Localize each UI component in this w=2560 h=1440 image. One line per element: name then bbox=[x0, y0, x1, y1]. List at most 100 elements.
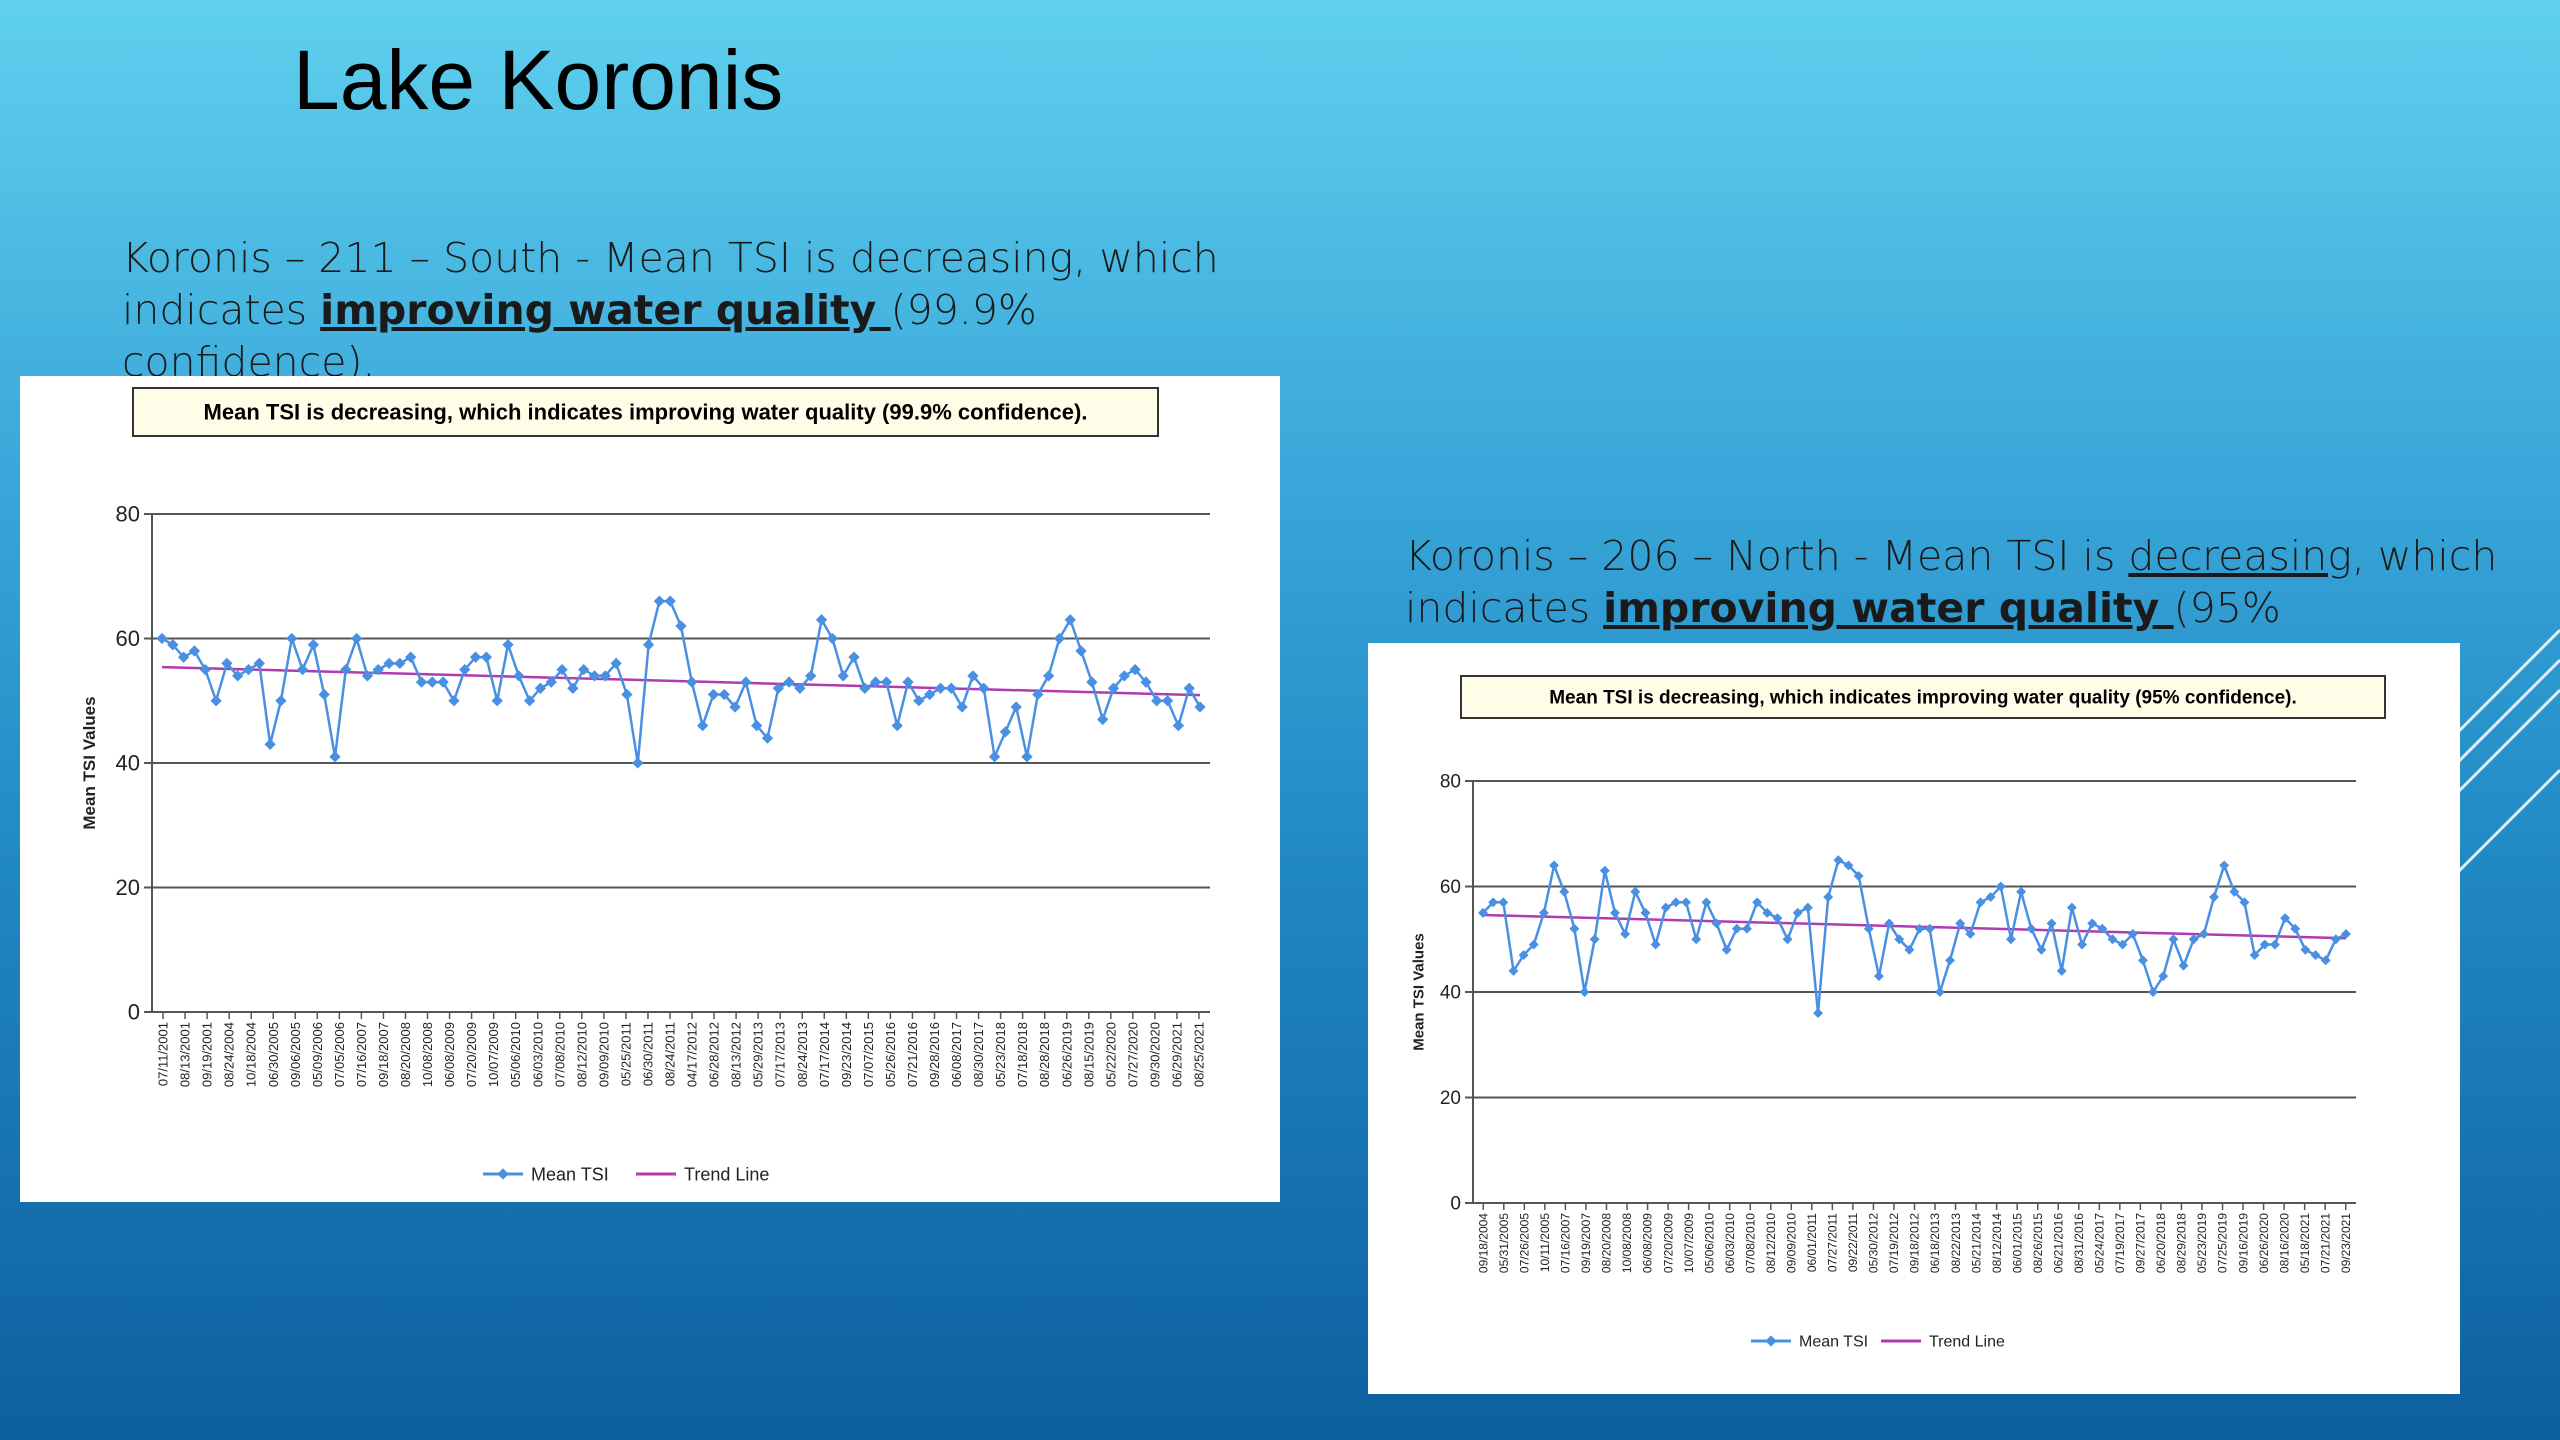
mean-tsi-point bbox=[1640, 907, 1651, 918]
mean-tsi-point bbox=[1945, 955, 1955, 966]
mean-tsi-point bbox=[1021, 751, 1033, 763]
mean-tsi-point bbox=[1813, 1008, 1823, 1019]
mean-tsi-point bbox=[1792, 907, 1803, 918]
x-tick-label: 07/27/2020 bbox=[1125, 1022, 1140, 1087]
y-tick-label: 80 bbox=[116, 502, 140, 527]
mean-tsi-point bbox=[999, 726, 1012, 738]
x-tick-label: 08/26/2015 bbox=[2031, 1213, 2045, 1273]
mean-tsi-point bbox=[1853, 871, 1864, 881]
mean-tsi-point bbox=[415, 676, 428, 688]
mean-tsi-point bbox=[751, 719, 763, 732]
mean-tsi-point bbox=[534, 682, 547, 694]
mean-tsi-point bbox=[1630, 886, 1641, 897]
mean-tsi-point bbox=[1151, 695, 1163, 707]
x-tick-label: 06/08/2009 bbox=[442, 1022, 457, 1087]
x-tick-label: 05/23/2018 bbox=[993, 1022, 1008, 1087]
mean-tsi-point bbox=[2006, 934, 2016, 945]
mean-tsi-point bbox=[1010, 701, 1022, 713]
mean-tsi-point bbox=[2077, 939, 2087, 950]
mean-tsi-point bbox=[1118, 670, 1130, 682]
mean-tsi-point bbox=[2300, 944, 2311, 955]
right-caption-line1: Koronis – 206 – North - Mean TSI is decr… bbox=[1405, 530, 2525, 582]
x-tick-label: 08/24/2013 bbox=[795, 1022, 810, 1087]
mean-tsi-point bbox=[2056, 965, 2067, 976]
mean-tsi-point bbox=[2036, 944, 2047, 955]
x-tick-label: 08/31/2016 bbox=[2072, 1213, 2086, 1273]
mean-tsi-point bbox=[1140, 676, 1152, 688]
x-tick-label: 08/13/2001 bbox=[178, 1022, 193, 1087]
x-tick-label: 09/19/2001 bbox=[200, 1022, 215, 1087]
x-tick-label: 06/30/2005 bbox=[266, 1022, 281, 1087]
mean-tsi-point bbox=[632, 757, 644, 769]
mean-tsi-point bbox=[1161, 695, 1174, 707]
x-tick-label: 08/24/2011 bbox=[663, 1022, 678, 1086]
mean-tsi-point bbox=[1194, 701, 1206, 713]
mean-tsi-point bbox=[383, 657, 395, 670]
x-tick-label: 05/23/2019 bbox=[2195, 1213, 2209, 1273]
x-tick-label: 07/17/2013 bbox=[773, 1022, 788, 1087]
y-tick-label: 40 bbox=[116, 751, 140, 776]
mean-tsi-point bbox=[1183, 682, 1195, 694]
mean-tsi-point bbox=[2026, 923, 2037, 934]
chart-title-frame bbox=[1460, 675, 2386, 719]
mean-tsi-point bbox=[2310, 950, 2321, 961]
mean-tsi-point bbox=[578, 663, 590, 676]
north-tsi-chart: Mean TSI is decreasing, which indicates … bbox=[1411, 675, 2386, 1351]
chart-title: Mean TSI is decreasing, which indicates … bbox=[204, 400, 1088, 425]
mean-tsi-point bbox=[1559, 886, 1570, 897]
x-tick-label: 05/31/2005 bbox=[1497, 1213, 1511, 1273]
mean-tsi-point bbox=[880, 676, 893, 688]
mean-tsi-point bbox=[1670, 897, 1681, 908]
mean-tsi-point bbox=[405, 651, 417, 663]
x-tick-label: 06/29/2021 bbox=[1169, 1022, 1184, 1087]
decorative-stripes bbox=[2450, 628, 2560, 882]
x-tick-label: 08/25/2021 bbox=[1192, 1022, 1207, 1087]
mean-tsi-point bbox=[2209, 892, 2219, 902]
mean-tsi-point bbox=[2158, 971, 2169, 982]
x-tick-label: 09/18/2004 bbox=[1476, 1213, 1490, 1273]
x-tick-label: 07/20/2009 bbox=[464, 1022, 479, 1087]
x-tick-label: 07/19/2012 bbox=[1887, 1213, 1901, 1273]
mean-tsi-point bbox=[1772, 913, 1783, 924]
mean-tsi-point bbox=[307, 639, 320, 651]
mean-tsi-point bbox=[469, 651, 482, 663]
mean-tsi-point bbox=[1660, 902, 1671, 913]
x-tick-label: 07/08/2010 bbox=[1743, 1213, 1757, 1273]
north-chart-panel: Mean TSI is decreasing, which indicates … bbox=[1368, 643, 2460, 1394]
x-tick-label: 09/18/2012 bbox=[1908, 1213, 1922, 1273]
mean-tsi-point bbox=[642, 639, 655, 651]
mean-tsi-point bbox=[1620, 929, 1631, 939]
legend-mean-tsi-label: Mean TSI bbox=[1799, 1334, 1868, 1351]
mean-tsi-point bbox=[394, 657, 406, 670]
mean-tsi-line bbox=[1482, 858, 2347, 1014]
mean-tsi-point bbox=[1691, 934, 1702, 945]
x-tick-label: 08/20/2008 bbox=[1600, 1213, 1614, 1273]
mean-tsi-point bbox=[1086, 676, 1098, 688]
right-caption-emphasis: improving water quality bbox=[1603, 584, 2174, 632]
x-tick-label: 05/09/2006 bbox=[310, 1022, 325, 1087]
y-tick-label: 80 bbox=[1440, 772, 1461, 793]
x-tick-label: 05/21/2014 bbox=[1969, 1213, 1983, 1273]
x-tick-label: 09/19/2007 bbox=[1579, 1213, 1593, 1273]
x-tick-label: 06/08/2017 bbox=[949, 1022, 964, 1087]
x-tick-label: 05/25/2011 bbox=[618, 1022, 633, 1086]
mean-tsi-point bbox=[934, 682, 947, 694]
mean-tsi-point bbox=[2178, 960, 2189, 971]
mean-tsi-point bbox=[1478, 907, 1488, 918]
mean-tsi-point bbox=[815, 614, 828, 626]
x-tick-label: 08/30/2017 bbox=[971, 1022, 986, 1087]
mean-tsi-point bbox=[924, 688, 936, 701]
south-chart-panel: Mean TSI is decreasing, which indicates … bbox=[20, 376, 1280, 1202]
left-caption-line2: indicates improving water quality (99.9%… bbox=[122, 284, 1282, 388]
mean-tsi-point bbox=[437, 676, 449, 688]
x-tick-label: 07/21/2016 bbox=[905, 1022, 920, 1087]
trend-line bbox=[1482, 913, 2347, 940]
chart-title-box: Mean TSI is decreasing, which indicates … bbox=[1460, 675, 2386, 719]
x-tick-label: 08/12/2010 bbox=[1764, 1213, 1778, 1273]
mean-tsi-point bbox=[448, 695, 460, 707]
mean-tsi-point bbox=[2330, 934, 2341, 945]
mean-tsi-point bbox=[1874, 971, 1884, 982]
mean-tsi-point bbox=[1904, 944, 1915, 955]
mean-tsi-point bbox=[686, 676, 698, 688]
mean-tsi-point bbox=[372, 663, 384, 676]
